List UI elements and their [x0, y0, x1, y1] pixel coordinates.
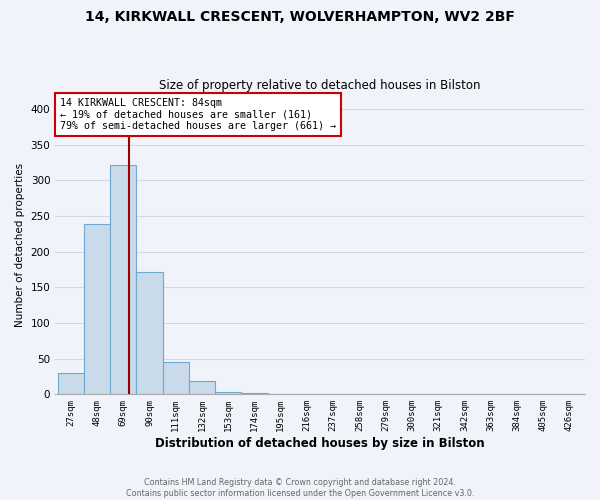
Bar [189, 382, 215, 394]
Bar [136, 272, 163, 394]
Y-axis label: Number of detached properties: Number of detached properties [15, 162, 25, 326]
Text: 14 KIRKWALL CRESCENT: 84sqm
← 19% of detached houses are smaller (161)
79% of se: 14 KIRKWALL CRESCENT: 84sqm ← 19% of det… [60, 98, 336, 132]
X-axis label: Distribution of detached houses by size in Bilston: Distribution of detached houses by size … [155, 437, 485, 450]
Title: Size of property relative to detached houses in Bilston: Size of property relative to detached ho… [160, 79, 481, 92]
Bar [215, 392, 241, 394]
Bar [58, 373, 84, 394]
Bar [110, 164, 136, 394]
Bar [84, 224, 110, 394]
Text: Contains HM Land Registry data © Crown copyright and database right 2024.
Contai: Contains HM Land Registry data © Crown c… [126, 478, 474, 498]
Bar [163, 362, 189, 394]
Bar [241, 393, 268, 394]
Text: 14, KIRKWALL CRESCENT, WOLVERHAMPTON, WV2 2BF: 14, KIRKWALL CRESCENT, WOLVERHAMPTON, WV… [85, 10, 515, 24]
